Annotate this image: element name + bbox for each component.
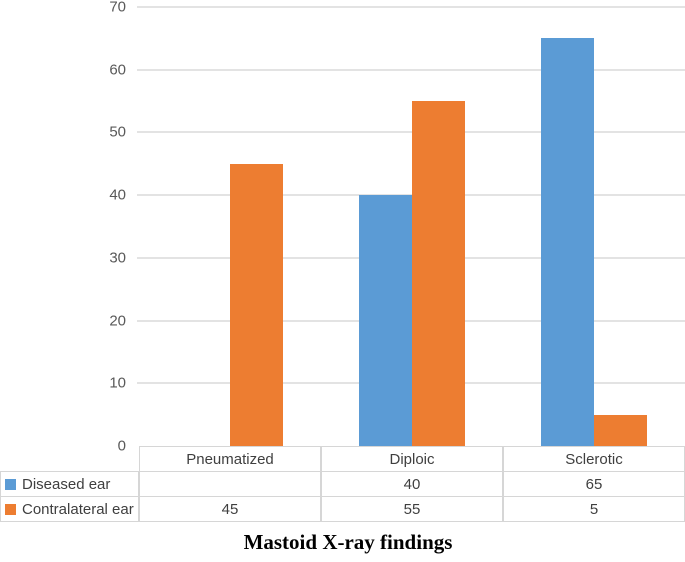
value-cell-contralateral-ear-pneumatized: 45 [139, 496, 321, 522]
bar-contralateral-ear-pneumatized [230, 163, 283, 446]
bar-diseased-ear-sclerotic [541, 38, 594, 446]
y-tick-label-70: 70 [109, 0, 126, 16]
chart-title: Mastoid X-ray findings [243, 530, 453, 554]
value-cell-diseased-ear-sclerotic: 65 [503, 471, 685, 497]
category-header-sclerotic: Sclerotic [503, 446, 685, 472]
gridline-y-70 [137, 6, 685, 8]
legend-cell-contralateral-ear: Contralateral ear [0, 496, 139, 522]
y-tick-label-30: 30 [109, 249, 126, 267]
value-cell-diseased-ear-diploic: 40 [321, 471, 503, 497]
y-tick-label-0: 0 [117, 437, 126, 455]
value-cell-contralateral-ear-diploic: 55 [321, 496, 503, 522]
y-tick-label-60: 60 [109, 61, 126, 79]
category-header-pneumatized: Pneumatized [139, 446, 321, 472]
category-header-diploic: Diploic [321, 446, 503, 472]
legend-swatch-icon [5, 503, 16, 515]
legend-label: Contralateral ear [22, 500, 134, 518]
value-cell-contralateral-ear-sclerotic: 5 [503, 496, 685, 522]
legend-label: Diseased ear [22, 475, 111, 493]
gridline-y-50 [137, 131, 685, 134]
y-tick-label-10: 10 [109, 374, 126, 392]
bar-contralateral-ear-sclerotic [594, 414, 647, 446]
y-tick-label-20: 20 [109, 312, 126, 330]
bar-contralateral-ear-diploic [412, 101, 465, 446]
legend-swatch-icon [5, 478, 16, 490]
bar-diseased-ear-diploic [359, 195, 412, 446]
value-cell-diseased-ear-pneumatized [139, 471, 321, 497]
y-tick-label-40: 40 [109, 186, 126, 204]
gridline-y-60 [137, 68, 685, 71]
legend-cell-diseased-ear: Diseased ear [0, 471, 139, 497]
y-tick-label-50: 50 [109, 123, 126, 141]
